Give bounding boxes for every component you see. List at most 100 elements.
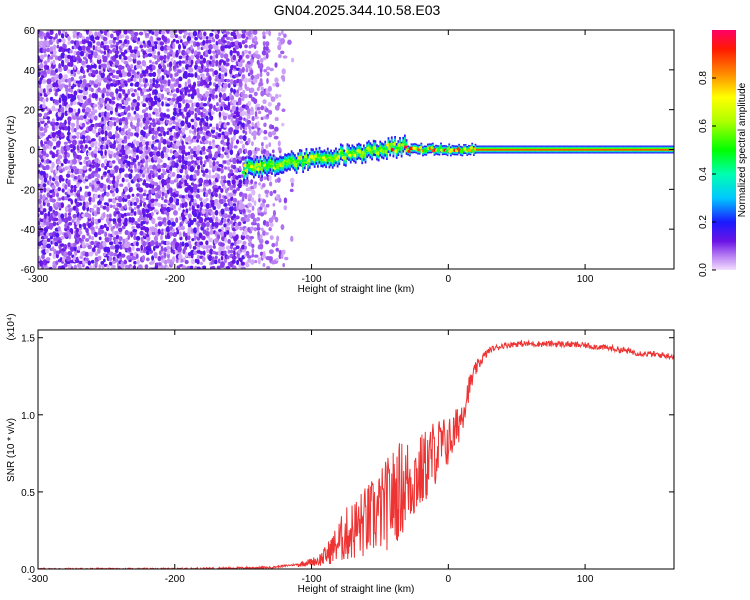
- noise-cell: [206, 227, 210, 231]
- noise-cell: [233, 79, 237, 85]
- noise-cell: [190, 67, 194, 73]
- noise-cell: [191, 204, 195, 211]
- noise-cell: [154, 60, 159, 65]
- noise-cell: [265, 41, 270, 47]
- noise-cell: [214, 198, 219, 204]
- noise-cell: [169, 166, 173, 171]
- noise-cell: [138, 177, 143, 182]
- noise-cell: [157, 93, 162, 98]
- noise-cell: [211, 126, 216, 131]
- noise-cell: [189, 106, 195, 112]
- noise-cell: [38, 206, 42, 213]
- noise-cell: [202, 187, 207, 192]
- noise-cell: [272, 82, 277, 87]
- noise-cell: [73, 187, 77, 193]
- noise-cell: [235, 106, 239, 112]
- noise-cell: [220, 164, 224, 168]
- noise-cell: [148, 231, 152, 236]
- noise-cell: [136, 71, 140, 75]
- noise-cell: [63, 157, 69, 164]
- noise-cell: [64, 119, 67, 126]
- noise-cell: [180, 120, 185, 127]
- noise-cell: [246, 119, 252, 125]
- noise-cell: [191, 24, 195, 30]
- noise-cell: [187, 78, 191, 85]
- noise-cell: [130, 217, 135, 223]
- noise-cell: [146, 235, 151, 242]
- noise-cell: [99, 204, 103, 209]
- noise-cell: [137, 161, 141, 166]
- noise-cell: [153, 235, 159, 242]
- noise-cell: [181, 149, 186, 155]
- noise-cell: [280, 37, 286, 45]
- noise-cell: [118, 118, 123, 124]
- noise-cell: [211, 36, 215, 42]
- noise-cell: [287, 39, 292, 45]
- noise-cell: [177, 43, 182, 51]
- noise-cell: [214, 78, 219, 82]
- noise-cell: [79, 186, 82, 192]
- noise-cell: [169, 49, 174, 55]
- signal-core: [312, 157, 316, 162]
- noise-cell: [193, 127, 197, 134]
- noise-cell: [214, 187, 219, 193]
- noise-cell: [225, 78, 231, 83]
- noise-cell: [172, 77, 176, 82]
- noise-cell: [172, 93, 177, 98]
- noise-cell: [257, 110, 262, 115]
- noise-cell: [165, 266, 170, 269]
- noise-cell: [111, 74, 116, 79]
- noise-cell: [237, 97, 242, 104]
- noise-cell: [108, 198, 113, 203]
- noise-cell: [176, 159, 179, 163]
- noise-cell: [87, 191, 92, 197]
- noise-cell: [114, 165, 119, 171]
- noise-cell: [252, 217, 257, 224]
- noise-cell: [214, 255, 218, 260]
- noise-cell: [120, 112, 125, 116]
- noise-cell: [206, 125, 210, 130]
- noise-cell: [258, 182, 261, 186]
- noise-cell: [264, 240, 270, 245]
- noise-cell: [148, 140, 152, 147]
- noise-cell: [226, 180, 231, 184]
- noise-cell: [188, 240, 192, 245]
- noise-cell: [87, 152, 93, 156]
- noise-cell: [38, 174, 44, 181]
- noise-cell: [157, 102, 161, 107]
- noise-cell: [204, 122, 209, 127]
- noise-cell: [211, 93, 215, 100]
- noise-cell: [181, 140, 184, 146]
- noise-cell: [135, 197, 139, 204]
- noise-cell: [66, 179, 71, 183]
- noise-cell: [93, 231, 98, 238]
- noise-cell: [133, 260, 137, 265]
- noise-cell: [129, 49, 135, 54]
- noise-cell: [268, 30, 272, 37]
- noise-cell: [177, 102, 182, 109]
- noise-cell: [252, 130, 258, 137]
- noise-cell: [42, 145, 47, 152]
- noise-cell: [132, 228, 138, 233]
- noise-cell: [69, 144, 74, 149]
- noise-cell: [271, 242, 276, 248]
- signal-core: [459, 149, 464, 153]
- noise-cell: [109, 109, 113, 115]
- noise-cell: [61, 47, 66, 53]
- noise-cell: [159, 235, 163, 241]
- noise-cell: [59, 257, 63, 262]
- noise-cell: [214, 221, 219, 228]
- noise-cell: [51, 198, 56, 203]
- noise-cell: [64, 184, 68, 190]
- noise-cell: [170, 221, 176, 227]
- noise-cell: [169, 180, 175, 185]
- noise-cell: [58, 104, 62, 109]
- noise-cell: [205, 240, 209, 246]
- noise-cell: [220, 73, 225, 79]
- noise-cell: [210, 211, 216, 216]
- noise-cell: [78, 237, 82, 242]
- noise-cell: [179, 241, 183, 248]
- noise-cell: [160, 60, 164, 66]
- noise-cell: [109, 141, 113, 146]
- noise-cell: [117, 143, 122, 150]
